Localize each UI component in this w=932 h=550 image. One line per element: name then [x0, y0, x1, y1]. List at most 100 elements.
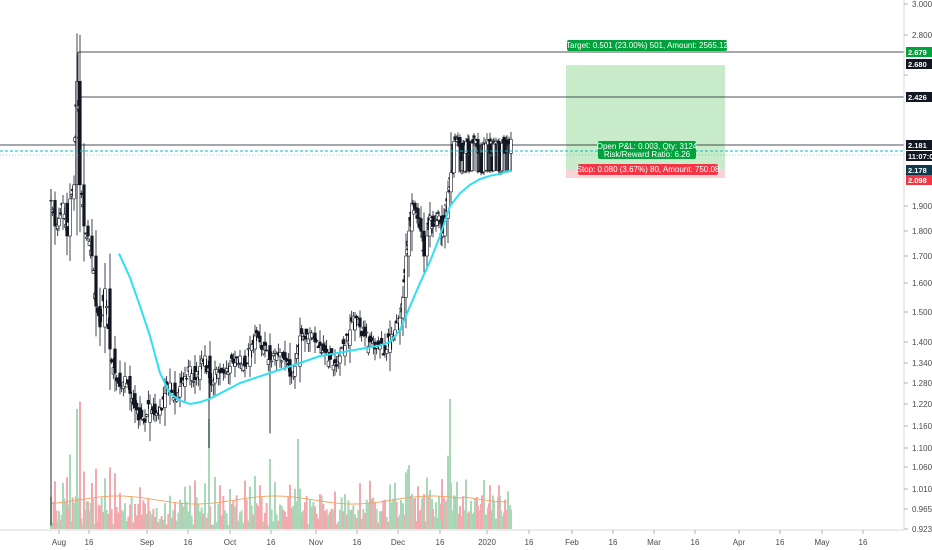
volume-bar	[219, 485, 221, 529]
volume-bar	[332, 509, 335, 529]
candle-body	[263, 341, 267, 346]
volume-bar	[279, 504, 281, 529]
candle	[318, 330, 322, 354]
candle-body	[153, 403, 157, 416]
price-level-tag: 2.181	[906, 140, 932, 150]
volume-bar	[92, 498, 95, 529]
volume-bar	[285, 516, 288, 529]
volume-bar	[449, 399, 451, 529]
candle	[383, 333, 387, 358]
volume-bar	[145, 513, 148, 529]
volume-bar	[471, 514, 473, 529]
candle	[404, 233, 408, 329]
volume-bar	[441, 479, 443, 529]
price-level-tag: 11:07:06	[906, 151, 932, 161]
volume-bar	[242, 522, 245, 529]
price-level-tag: 2.178	[906, 165, 932, 175]
candle-body	[404, 255, 408, 298]
price-level-tag-bg	[906, 175, 932, 185]
volume-bar	[305, 495, 308, 529]
volume-bar	[124, 503, 126, 529]
candle-body	[509, 139, 513, 154]
candle	[72, 175, 76, 211]
candle	[118, 360, 122, 395]
candle-body	[228, 366, 232, 374]
candles	[49, 33, 513, 526]
candle	[305, 328, 309, 342]
volume-bar	[208, 419, 210, 529]
volume-bar	[420, 509, 422, 529]
price-level-tag: 2.426	[906, 92, 932, 102]
volume-bar	[227, 524, 230, 529]
candle-body	[310, 332, 314, 339]
time-tick-label: 16	[267, 538, 276, 547]
target-label-bg	[567, 40, 727, 51]
volume-bar	[120, 509, 123, 529]
price-axis[interactable]: 3.000 2.800 1.900 1.800 1.700 1.600 1.500 1.400…	[904, 0, 932, 534]
candle-body	[236, 363, 240, 365]
candle	[320, 344, 324, 356]
volume-bar	[284, 511, 286, 529]
volume-bar	[115, 507, 118, 529]
volume-bar	[139, 487, 141, 529]
candle-body	[185, 377, 189, 380]
volume-bar	[304, 502, 306, 529]
candle	[128, 365, 132, 411]
candle-body	[340, 346, 344, 349]
candle-body	[407, 230, 411, 257]
volume-bar	[170, 517, 173, 529]
time-tick-label: 16	[609, 538, 618, 547]
volume-bar	[309, 499, 311, 529]
volume-bar	[69, 454, 71, 529]
volume-bar	[372, 497, 375, 529]
volume-bar	[52, 501, 55, 529]
volume-bar	[81, 524, 84, 529]
candle-body	[325, 348, 329, 353]
volume-bar	[380, 511, 383, 529]
volume-bar	[302, 510, 305, 529]
candle	[113, 335, 117, 392]
volume-bar	[264, 512, 266, 529]
candle-body	[303, 335, 307, 340]
candle	[449, 132, 453, 205]
time-tick-label: Mar	[647, 538, 661, 547]
volume-bar	[100, 497, 103, 529]
volume-bar	[495, 518, 497, 529]
volume-bar	[407, 469, 409, 529]
candle-body	[366, 345, 370, 354]
volume-bar	[184, 486, 186, 529]
volume-bar	[232, 500, 235, 529]
volume-bar	[205, 517, 208, 529]
volume-bar	[374, 502, 376, 529]
price-tick-label: 2.800	[912, 31, 932, 40]
volume-bar	[55, 510, 58, 529]
price-level-tag-bg	[906, 151, 932, 161]
volume-bar	[174, 502, 176, 529]
candle	[358, 310, 362, 338]
volume-bar	[85, 501, 88, 529]
candle-body	[223, 372, 227, 375]
volume-bar	[405, 472, 407, 529]
volume-bar	[255, 503, 258, 529]
volume-bar	[132, 522, 135, 529]
candle-body	[278, 352, 282, 357]
price-level-tag-bg	[906, 59, 932, 69]
price-tick-label: 3.000	[912, 0, 932, 9]
volume-bar	[154, 516, 156, 529]
price-tick-label: 1.060	[912, 463, 932, 472]
volume-bar	[71, 497, 74, 529]
candle	[265, 342, 269, 352]
candle-body	[355, 315, 359, 319]
volume-bar	[319, 494, 321, 529]
volume-bar	[377, 522, 380, 529]
volume-bar	[320, 495, 323, 529]
candle-body	[341, 339, 345, 345]
time-axis[interactable]: Aug 16 Sep 16 Oct 16 Nov 16 Dec 16 2020 16 Feb 16 Mar 1…	[52, 530, 868, 547]
volume-bar	[337, 521, 340, 529]
pnl-label-text: Open P&L: 0.003, Qty: 3124	[597, 142, 698, 151]
volume-bar	[167, 513, 170, 529]
volume-bar	[402, 503, 404, 529]
price-level-tag-bg	[906, 140, 932, 150]
